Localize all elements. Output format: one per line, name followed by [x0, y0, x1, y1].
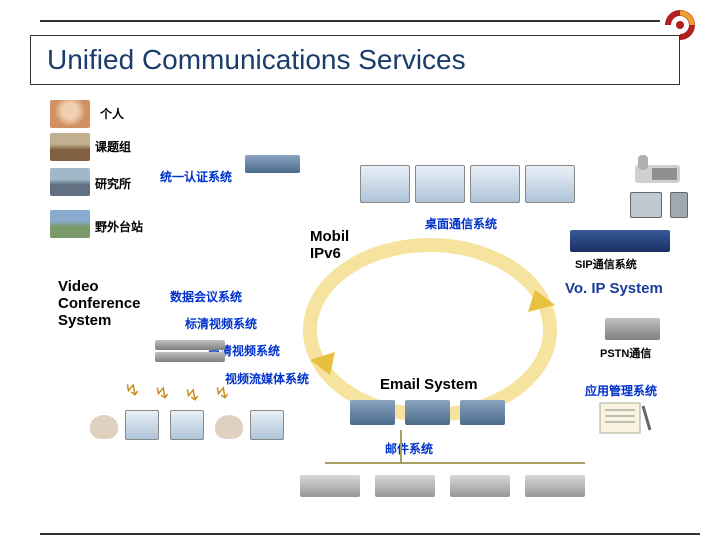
- title-box: Unified Communications Services: [30, 35, 680, 85]
- label-auth-system: 统一认证系统: [160, 168, 232, 185]
- slide-title: Unified Communications Services: [47, 44, 663, 76]
- desktop-screen-1: [360, 165, 410, 203]
- thumb-fieldstation: [50, 210, 90, 238]
- diagram-area: 个人 课题组 研究所 野外台站 统一认证系统 桌面通信系统 SIP通信系统 数据…: [30, 100, 700, 530]
- label-institute: 研究所: [95, 175, 131, 192]
- label-person: 个人: [100, 105, 124, 122]
- label-video-conf: Video Conference System: [58, 278, 168, 329]
- endpoint-2: [170, 410, 204, 440]
- zigzag-2: ↯: [152, 381, 173, 406]
- mail-server-3: [460, 400, 505, 425]
- thumb-institute: [50, 168, 90, 196]
- rack-3: [450, 475, 510, 497]
- rack-2: [375, 475, 435, 497]
- zigzag-1: ↯: [122, 378, 143, 403]
- small-monitor-2: [670, 192, 688, 218]
- thumb-person: [50, 100, 90, 128]
- label-mail-system: 邮件系统: [385, 440, 433, 457]
- label-sd-video: 标清视频系统: [185, 315, 257, 332]
- rack-4: [525, 475, 585, 497]
- camera-2: [215, 415, 243, 439]
- video-server-2: [155, 352, 225, 362]
- endpoint-3: [250, 410, 284, 440]
- rack-1: [300, 475, 360, 497]
- desktop-screen-2: [415, 165, 465, 203]
- mail-server-2: [405, 400, 450, 425]
- label-pstn: PSTN通信: [600, 345, 651, 361]
- label-fieldstation: 野外台站: [95, 218, 143, 235]
- footer-rule: [40, 533, 700, 535]
- auth-server: [245, 155, 300, 173]
- bottom-bus-line: [325, 462, 585, 464]
- label-app-mgmt: 应用管理系统: [585, 382, 657, 399]
- label-voip-system: Vo. IP System: [565, 280, 685, 297]
- mail-server-1: [350, 400, 395, 425]
- slide-container: Unified Communications Services 个人 课题组 研…: [0, 0, 720, 540]
- thumb-group: [50, 133, 90, 161]
- endpoint-1: [125, 410, 159, 440]
- label-streaming: 视频流媒体系统: [225, 370, 309, 387]
- label-data-conf: 数据会议系统: [170, 288, 242, 305]
- video-server-1: [155, 340, 225, 350]
- camera-1: [90, 415, 118, 439]
- desktop-screen-4: [525, 165, 575, 203]
- label-sip-comm: SIP通信系统: [575, 256, 637, 272]
- zigzag-3: ↯: [182, 383, 203, 408]
- sip-appliance: [570, 230, 670, 252]
- pstn-device: [605, 318, 660, 340]
- desktop-screen-3: [470, 165, 520, 203]
- small-monitor-1: [630, 192, 662, 218]
- label-group: 课题组: [95, 138, 131, 155]
- app-mgmt-icon: [595, 398, 655, 438]
- desk-phone: [630, 150, 685, 185]
- header-rule: [40, 20, 660, 22]
- bottom-bus-up: [400, 430, 402, 463]
